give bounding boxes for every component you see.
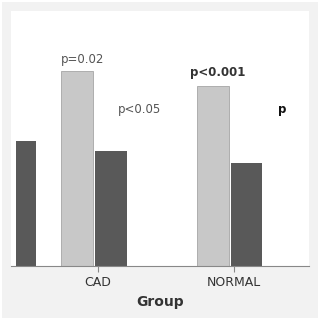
Bar: [197, 86, 228, 266]
Text: p=0.02: p=0.02: [61, 53, 104, 66]
Text: p<0.05: p<0.05: [117, 103, 161, 116]
X-axis label: Group: Group: [136, 295, 184, 309]
Text: p: p: [278, 103, 287, 116]
Bar: [231, 164, 262, 266]
Bar: [61, 71, 92, 266]
Bar: [95, 151, 127, 266]
Bar: [16, 141, 36, 266]
Text: p<0.001: p<0.001: [190, 66, 245, 78]
